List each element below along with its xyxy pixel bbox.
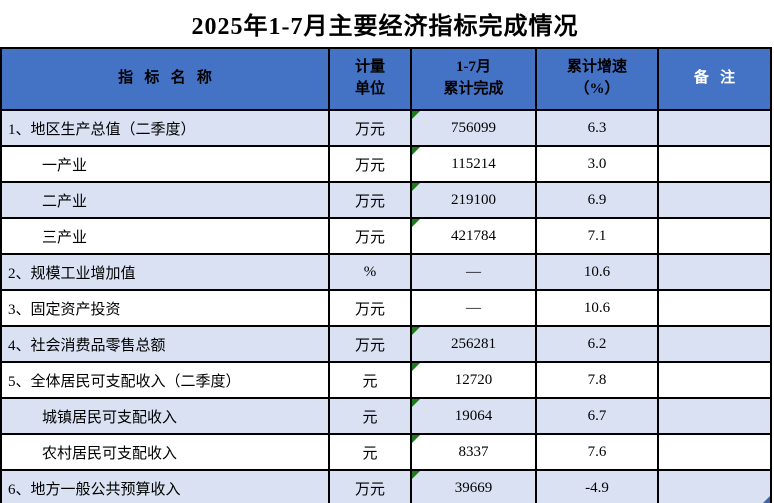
unit-cell[interactable]: %	[328, 253, 412, 291]
indicator-cell[interactable]: 一产业	[0, 145, 330, 183]
header-indicator[interactable]: 指 标 名 称	[0, 47, 330, 111]
growth-cell[interactable]: 7.1	[535, 217, 659, 255]
remark-cell[interactable]	[657, 433, 772, 471]
indicator-cell[interactable]: 5、全体居民可支配收入（二季度）	[0, 361, 330, 399]
header-unit[interactable]: 计量 单位	[328, 47, 412, 111]
table-row: 一产业 万元 115214 3.0	[0, 145, 772, 183]
header-row: 指 标 名 称 计量 单位 1-7月 累计完成 累计增速 （%） 备 注	[0, 47, 772, 111]
header-remark[interactable]: 备 注	[657, 47, 772, 111]
indicators-table: 指 标 名 称 计量 单位 1-7月 累计完成 累计增速 （%） 备 注 1、地…	[0, 47, 772, 503]
unit-cell[interactable]: 元	[328, 433, 412, 471]
indicator-cell[interactable]: 二产业	[0, 181, 330, 219]
value-text: —	[466, 263, 481, 280]
indicator-cell[interactable]: 2、规模工业增加值	[0, 253, 330, 291]
indicator-cell[interactable]: 三产业	[0, 217, 330, 255]
value-cell[interactable]: 12720	[410, 361, 537, 399]
page-title-text: 2025年1-7月主要经济指标完成情况	[191, 14, 579, 40]
table-row: 1、地区生产总值（二季度） 万元 756099 6.3	[0, 109, 772, 147]
value-text: 39669	[454, 479, 493, 496]
value-cell[interactable]: 219100	[410, 181, 537, 219]
formula-flag-icon	[413, 436, 420, 443]
formula-flag-icon	[413, 400, 420, 407]
remark-cell[interactable]	[657, 145, 772, 183]
value-text: 256281	[451, 335, 496, 352]
unit-cell[interactable]: 万元	[328, 109, 412, 147]
value-text: 219100	[451, 191, 496, 208]
formula-flag-icon	[413, 364, 420, 371]
value-cell[interactable]: —	[410, 289, 537, 327]
value-cell[interactable]: —	[410, 253, 537, 291]
indicator-cell[interactable]: 4、社会消费品零售总额	[0, 325, 330, 363]
remark-cell[interactable]	[657, 397, 772, 435]
table-row: 三产业 万元 421784 7.1	[0, 217, 772, 255]
indicator-cell[interactable]: 1、地区生产总值（二季度）	[0, 109, 330, 147]
growth-cell[interactable]: 10.6	[535, 253, 659, 291]
growth-cell[interactable]: 6.3	[535, 109, 659, 147]
table-row: 6、地方一般公共预算收入 万元 39669 -4.9	[0, 469, 772, 503]
remark-cell[interactable]	[657, 325, 772, 363]
remark-cell[interactable]	[657, 361, 772, 399]
growth-cell[interactable]: 6.9	[535, 181, 659, 219]
unit-cell[interactable]: 万元	[328, 289, 412, 327]
indicator-cell[interactable]: 农村居民可支配收入	[0, 433, 330, 471]
value-cell[interactable]: 756099	[410, 109, 537, 147]
remark-cell[interactable]	[657, 469, 772, 503]
unit-cell[interactable]: 万元	[328, 469, 412, 503]
table-row: 5、全体居民可支配收入（二季度） 元 12720 7.8	[0, 361, 772, 399]
table-row: 3、固定资产投资 万元 — 10.6	[0, 289, 772, 327]
growth-cell[interactable]: -4.9	[535, 469, 659, 503]
fill-handle-icon[interactable]	[761, 496, 769, 503]
formula-flag-icon	[413, 220, 420, 227]
indicator-cell[interactable]: 6、地方一般公共预算收入	[0, 469, 330, 503]
table-row: 农村居民可支配收入 元 8337 7.6	[0, 433, 772, 471]
table-row: 二产业 万元 219100 6.9	[0, 181, 772, 219]
value-cell[interactable]: 8337	[410, 433, 537, 471]
growth-cell[interactable]: 6.2	[535, 325, 659, 363]
remark-cell[interactable]	[657, 217, 772, 255]
table-row: 城镇居民可支配收入 元 19064 6.7	[0, 397, 772, 435]
value-text: 12720	[454, 371, 493, 388]
value-text: 421784	[451, 227, 496, 244]
unit-cell[interactable]: 万元	[328, 181, 412, 219]
value-text: —	[466, 299, 481, 316]
value-text: 8337	[458, 443, 489, 460]
growth-cell[interactable]: 10.6	[535, 289, 659, 327]
value-text: 115214	[451, 155, 496, 172]
unit-cell[interactable]: 万元	[328, 217, 412, 255]
value-cell[interactable]: 115214	[410, 145, 537, 183]
formula-flag-icon	[413, 148, 420, 155]
value-cell[interactable]: 39669	[410, 469, 537, 503]
value-text: 19064	[454, 407, 493, 424]
value-text: 756099	[451, 119, 496, 136]
growth-cell[interactable]: 3.0	[535, 145, 659, 183]
value-cell[interactable]: 256281	[410, 325, 537, 363]
page-title: 2025年1-7月主要经济指标完成情况	[0, 0, 770, 47]
remark-cell[interactable]	[657, 109, 772, 147]
remark-cell[interactable]	[657, 181, 772, 219]
unit-cell[interactable]: 万元	[328, 325, 412, 363]
remark-cell[interactable]	[657, 253, 772, 291]
indicator-cell[interactable]: 城镇居民可支配收入	[0, 397, 330, 435]
unit-cell[interactable]: 元	[328, 397, 412, 435]
formula-flag-icon	[413, 328, 420, 335]
formula-flag-icon	[413, 472, 420, 479]
header-growth[interactable]: 累计增速 （%）	[535, 47, 659, 111]
formula-flag-icon	[413, 184, 420, 191]
table-row: 4、社会消费品零售总额 万元 256281 6.2	[0, 325, 772, 363]
value-cell[interactable]: 19064	[410, 397, 537, 435]
growth-cell[interactable]: 7.8	[535, 361, 659, 399]
growth-cell[interactable]: 7.6	[535, 433, 659, 471]
remark-cell[interactable]	[657, 289, 772, 327]
formula-flag-icon	[413, 112, 420, 119]
header-completed[interactable]: 1-7月 累计完成	[410, 47, 537, 111]
unit-cell[interactable]: 元	[328, 361, 412, 399]
value-cell[interactable]: 421784	[410, 217, 537, 255]
growth-cell[interactable]: 6.7	[535, 397, 659, 435]
indicator-cell[interactable]: 3、固定资产投资	[0, 289, 330, 327]
unit-cell[interactable]: 万元	[328, 145, 412, 183]
table-row: 2、规模工业增加值 % — 10.6	[0, 253, 772, 291]
